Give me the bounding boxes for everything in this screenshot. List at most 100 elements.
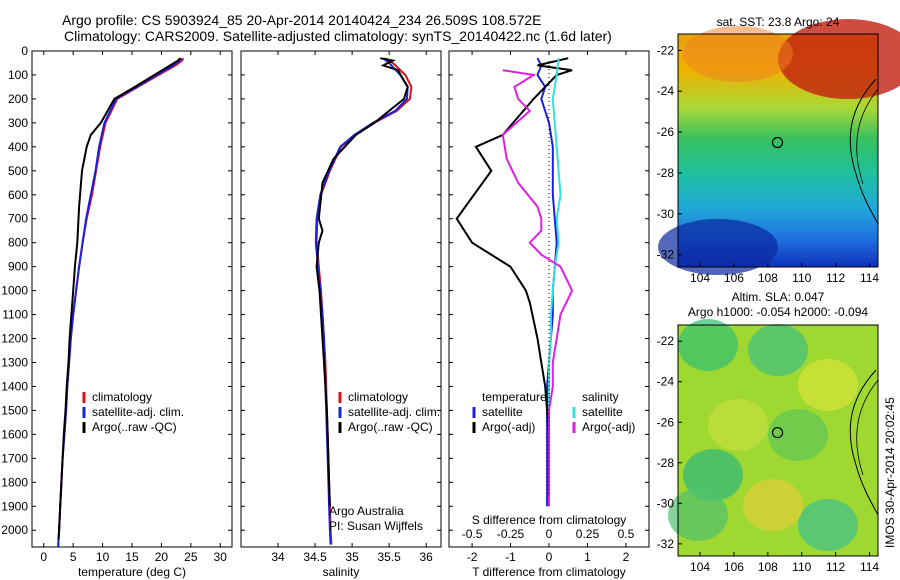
map-lat-label: -32 [657, 537, 675, 551]
map-lat-label: -24 [657, 84, 675, 98]
depth-tick-label: 1200 [1, 332, 28, 346]
x-tick-label: 15 [125, 550, 139, 564]
float-position-marker [771, 426, 784, 439]
panel-difference: -2 -1 0 1 2T difference from climatology -0.5… [448, 50, 650, 579]
map-frame [677, 33, 879, 268]
x-tick-label: 35.5 [377, 550, 401, 564]
sst-map-title: sat. SST: 23.8 Argo: 24 [717, 15, 840, 29]
top-axis-label: S difference from climatology [472, 513, 627, 527]
depth-tick-label: 0 [21, 44, 28, 58]
depth-tick-label: 900 [8, 260, 28, 274]
map-lat-label: -28 [657, 166, 675, 180]
depth-tick-label: 1300 [1, 355, 28, 369]
series-line-argo-raw-qc- [57, 57, 181, 540]
depth-tick-label: 1900 [1, 499, 28, 513]
top-tick-label: -0.25 [497, 527, 525, 541]
top-tick-label: 0 [546, 527, 553, 541]
sla-blob [798, 499, 858, 551]
cool-patch [658, 219, 778, 275]
series-line-salinity-argo-adj- [501, 69, 574, 507]
map-lon-label: 104 [690, 560, 710, 574]
depth-tick-label: 1100 [2, 308, 28, 322]
series-line-climatology [57, 57, 185, 548]
map-lon-label: 106 [724, 560, 744, 574]
legend-label: Argo(-adj) [482, 420, 535, 434]
depth-tick-label: 1800 [1, 475, 28, 489]
map-lon-label: 110 [792, 560, 811, 574]
depth-tick-label: 800 [8, 236, 28, 250]
map-lon-label: 112 [826, 560, 845, 574]
coastline [849, 369, 879, 516]
timestamp-watermark: IMOS 30-Apr-2014 20:02:45 [883, 397, 897, 548]
depth-tick-label: 600 [8, 188, 28, 202]
legend-temperature-heading: temperature [482, 390, 547, 404]
x-tick-label: 36 [420, 550, 434, 564]
map-lon-label: 104 [690, 271, 710, 285]
depth-tick-label: 1700 [1, 451, 28, 465]
x-axis-label: salinity [323, 565, 360, 579]
depth-tick-label: 1500 [1, 403, 28, 417]
sla-blob [768, 409, 828, 461]
annotation-line-1: Argo Australia [329, 504, 404, 518]
map-lat-label: -26 [657, 415, 675, 429]
sla-blob [798, 359, 858, 411]
map-lon-label: 110 [792, 271, 811, 285]
map-lat-label: -22 [657, 334, 675, 348]
series-line-climatology [315, 57, 413, 545]
map-lon-label: 114 [860, 271, 879, 285]
x-tick-label: 30 [214, 550, 228, 564]
map-lat-label: -32 [657, 248, 675, 262]
depth-tick-label: 300 [8, 116, 28, 130]
depth-tick-label: 200 [8, 92, 28, 106]
sla-map: -22 -24 -26 -28 -30 -32 104 106 108 110 112 114 [657, 319, 879, 574]
warm-patch [778, 19, 900, 99]
sla-blob [748, 324, 808, 376]
map-frame [677, 324, 879, 557]
legend-salinity-heading: salinity [582, 390, 619, 404]
depth-tick-label: 1400 [1, 379, 28, 393]
depth-tick-label: 700 [8, 212, 28, 226]
coastline [856, 379, 879, 476]
top-tick-label: 0.25 [576, 527, 600, 541]
sst-map: -22 -24 -26 -28 -30 -32 104 106 108 110 112 114 [657, 19, 900, 285]
map-lon-label: 108 [758, 560, 778, 574]
depth-tick-label: 100 [8, 68, 28, 82]
sla-blob [743, 479, 803, 531]
x-tick-label: 2 [623, 550, 630, 564]
legend-label: Argo(..raw -QC) [348, 420, 433, 434]
series-line-argo-raw-qc- [315, 57, 409, 507]
x-tick-label: 20 [155, 550, 169, 564]
x-tick-label: -2 [467, 550, 478, 564]
legend-label: satellite [482, 405, 523, 419]
legend-label: climatology [348, 390, 408, 404]
map-lon-label: 114 [860, 560, 879, 574]
map-lon-label: 108 [758, 271, 778, 285]
x-tick-label: 34.5 [303, 550, 327, 564]
header-line-2: Climatology: CARS2009. Satellite-adjuste… [64, 28, 612, 44]
coastline [856, 88, 879, 185]
annotation-line-2: PI: Susan Wijffels [329, 519, 423, 533]
top-tick-label: 0.5 [618, 527, 635, 541]
sla-blob [678, 319, 738, 371]
sla-blob [668, 489, 728, 541]
depth-tick-label: 500 [8, 164, 28, 178]
map-lat-label: -22 [657, 43, 675, 57]
x-tick-label: 5 [70, 550, 77, 564]
series-line-salinity-satellite [548, 58, 562, 507]
legend-label: satellite [582, 405, 623, 419]
x-axis-label: temperature (deg C) [78, 565, 186, 579]
legend-label: climatology [92, 390, 152, 404]
depth-tick-label: 2000 [1, 523, 28, 537]
sla-blob [708, 399, 768, 451]
legend-label: satellite-adj. clim. [348, 405, 440, 419]
x-axis-label: T difference from climatology [472, 565, 626, 579]
map-lon-label: 106 [724, 271, 744, 285]
map-lat-label: -30 [657, 207, 675, 221]
x-tick-label: 0 [546, 550, 553, 564]
map-lon-label: 112 [826, 271, 845, 285]
float-position-marker [771, 136, 784, 149]
map-lat-label: -26 [657, 125, 675, 139]
depth-tick-label: 1600 [1, 427, 28, 441]
depth-tick-label: 400 [8, 140, 28, 154]
